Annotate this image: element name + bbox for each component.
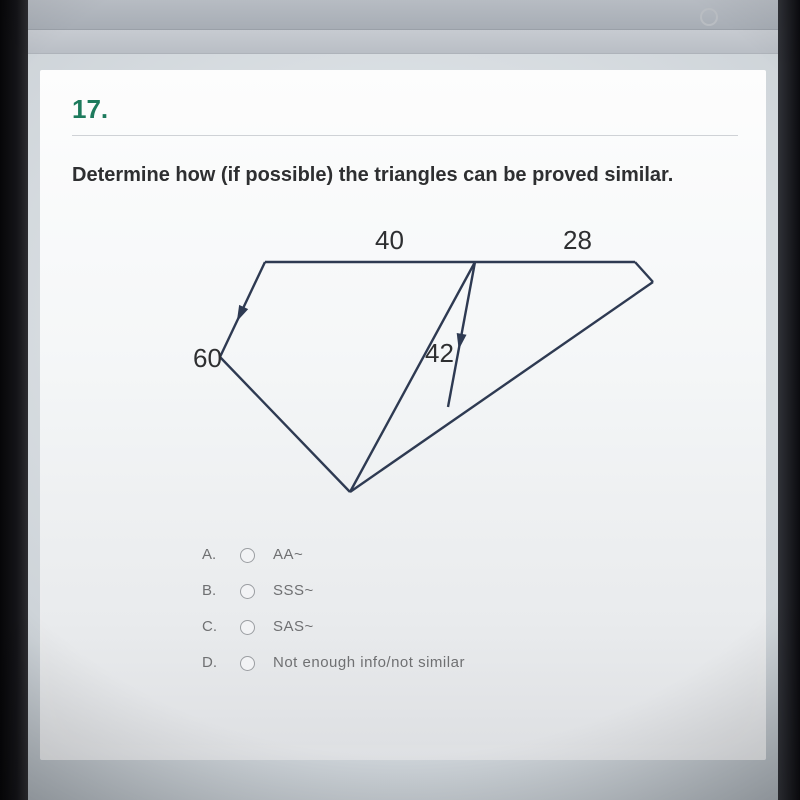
device-bezel-left [0, 0, 28, 800]
answer-label: SSS~ [273, 573, 314, 609]
svg-text:42: 42 [425, 338, 454, 368]
answer-option[interactable]: A. AA~ [202, 537, 738, 573]
figure-container: 40 28 60 42 [72, 207, 738, 507]
question-prompt: Determine how (if possible) the triangle… [72, 164, 738, 187]
answer-list: A. AA~ B. SSS~ C. SAS~ D. Not enough inf… [202, 537, 738, 681]
question-number: 17. [72, 94, 738, 125]
divider [72, 135, 738, 136]
radio-icon[interactable] [240, 584, 255, 599]
answer-label: SAS~ [273, 609, 314, 645]
browser-url-strip [28, 30, 778, 54]
answer-option[interactable]: C. SAS~ [202, 609, 738, 645]
svg-text:28: 28 [563, 225, 592, 255]
radio-icon[interactable] [240, 620, 255, 635]
browser-tab-strip [28, 0, 778, 30]
radio-icon[interactable] [240, 548, 255, 563]
answer-label: Not enough info/not similar [273, 645, 465, 681]
svg-text:40: 40 [375, 225, 404, 255]
answer-letter: C. [202, 609, 222, 645]
radio-icon[interactable] [240, 656, 255, 671]
answer-label: AA~ [273, 537, 303, 573]
triangles-figure: 40 28 60 42 [125, 207, 685, 507]
device-bezel-right [778, 0, 800, 800]
answer-option[interactable]: B. SSS~ [202, 573, 738, 609]
answer-letter: D. [202, 645, 222, 681]
answer-letter: B. [202, 573, 222, 609]
quiz-page: 17. Determine how (if possible) the tria… [40, 70, 766, 760]
svg-text:60: 60 [193, 343, 222, 373]
answer-letter: A. [202, 537, 222, 573]
answer-option[interactable]: D. Not enough info/not similar [202, 645, 738, 681]
